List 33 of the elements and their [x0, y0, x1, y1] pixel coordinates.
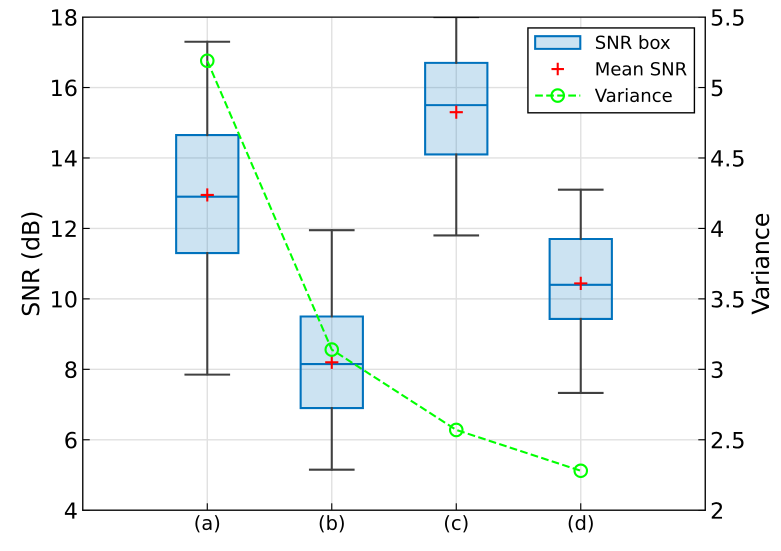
- y-tick-label: 14: [52, 150, 77, 166]
- y2-tick-label: 4: [711, 220, 723, 237]
- point: [324, 354, 340, 370]
- legend-label: SNR box: [596, 35, 670, 50]
- y-tick-label: 6: [65, 432, 77, 449]
- y2-tick-label: 4.5: [711, 150, 744, 167]
- point: [200, 53, 215, 68]
- y-tick-label: 12: [52, 220, 76, 237]
- legend-label: Mean SNR: [596, 62, 687, 76]
- point: [573, 276, 588, 292]
- point: [324, 342, 340, 357]
- y-tick-label: 8: [65, 361, 76, 378]
- x-tick-label: (d): [568, 515, 593, 532]
- point: [200, 187, 215, 203]
- y2-tick-label: 3.5: [712, 290, 744, 308]
- y-tick-label: 18: [52, 9, 76, 26]
- y-tick-label: 10: [52, 290, 76, 308]
- y-axis-title: SNR (dB): [21, 212, 42, 316]
- point: [448, 104, 464, 120]
- x-tick-label: (c): [445, 515, 468, 532]
- point: [448, 422, 464, 438]
- x-tick-label: (b): [320, 515, 344, 532]
- y2-tick-label: 2: [712, 502, 722, 519]
- legend-label: Variance: [594, 88, 672, 102]
- y-tick-label: 4: [64, 502, 77, 519]
- y-tick-label: 16: [52, 79, 77, 96]
- y2-tick-label: 5.5: [712, 9, 744, 26]
- y2-tick-label: 5: [712, 80, 722, 96]
- point: [573, 463, 588, 478]
- y2-axis-title: Variance: [751, 214, 770, 314]
- y2-tick-label: 2.5: [712, 432, 744, 449]
- x-tick-label: (a): [195, 515, 220, 532]
- y2-tick-label: 3: [712, 361, 722, 378]
